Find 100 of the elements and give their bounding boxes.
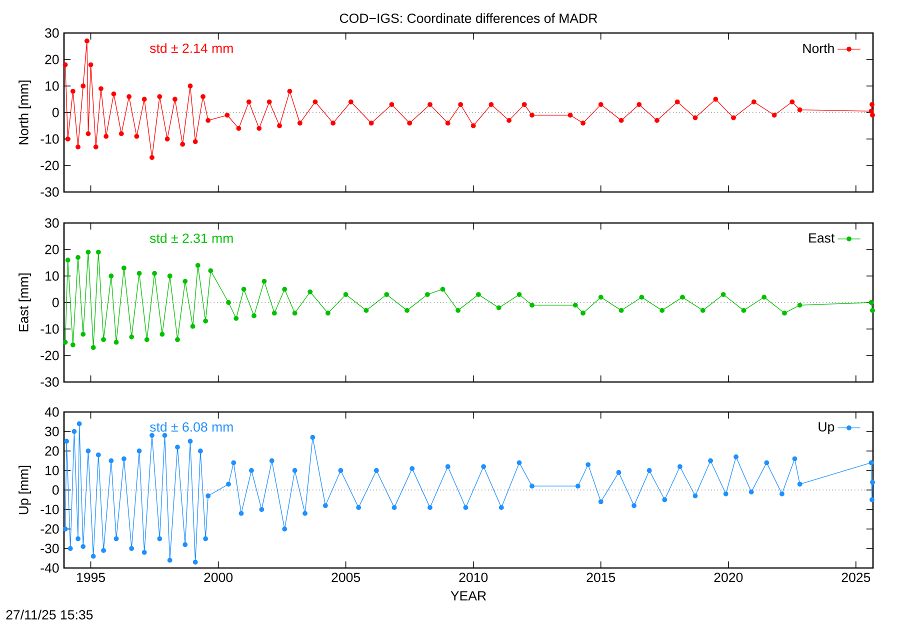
point — [530, 302, 534, 308]
point — [182, 278, 188, 284]
point — [129, 334, 134, 340]
x-tick-label: 2010 — [459, 572, 488, 582]
point — [190, 324, 196, 329]
point — [404, 308, 410, 313]
x-tick-label: 2020 — [714, 572, 743, 582]
y-tick-label: -10 — [40, 504, 59, 514]
x-tick-label: 2025 — [842, 572, 870, 582]
x-tick-label: 2005 — [332, 572, 360, 582]
point — [424, 292, 430, 298]
point — [572, 302, 578, 308]
annotation: std ± 6.08 mm — [150, 422, 233, 432]
point — [660, 308, 665, 313]
point — [144, 337, 150, 342]
point — [226, 300, 231, 305]
point — [262, 278, 267, 284]
point — [456, 308, 461, 313]
point — [121, 266, 126, 271]
point — [65, 258, 70, 263]
point — [476, 292, 481, 298]
legend-label: North — [803, 43, 834, 54]
text: 27/11/25 15:35 — [6, 610, 93, 620]
point — [440, 286, 446, 292]
y-tick-label: -40 — [40, 563, 59, 573]
y-tick-label: -20 — [40, 350, 59, 360]
y-tick-label: -20 — [40, 524, 59, 534]
y-tick-label: 20 — [45, 244, 59, 254]
point — [762, 294, 767, 300]
y-tick-label: 20 — [45, 54, 59, 64]
y-tick-label: 20 — [45, 446, 59, 456]
point — [272, 310, 277, 316]
annotation: std ± 2.31 mm — [150, 233, 233, 243]
y-tick-label: 0 — [52, 298, 59, 308]
y-tick-label: -10 — [40, 134, 59, 144]
point — [680, 294, 685, 300]
y-tick-label: 40 — [44, 407, 59, 417]
annotation: std ± 2.14 mm — [150, 43, 233, 53]
y-tick-label: 10 — [46, 466, 59, 476]
legend-label: East — [809, 233, 835, 243]
point — [868, 300, 874, 305]
point — [384, 292, 390, 298]
legend-label: Up — [818, 422, 834, 434]
x-tick-label: 2015 — [586, 572, 616, 582]
point — [114, 340, 119, 345]
point — [308, 289, 313, 294]
point — [76, 254, 80, 260]
y-tick-label: 10 — [46, 271, 59, 281]
point — [101, 337, 106, 342]
y-tick-label: -20 — [40, 160, 59, 170]
y-axis-title: Up [mm] — [18, 466, 31, 514]
point — [203, 318, 208, 324]
point — [195, 262, 200, 268]
point — [282, 286, 288, 292]
point — [870, 308, 875, 313]
x-tick-label: 2000 — [204, 572, 233, 582]
point — [496, 305, 502, 310]
point — [208, 268, 214, 274]
point — [90, 345, 96, 350]
y-axis-title: North [mm] — [18, 80, 31, 144]
point — [152, 270, 157, 276]
chart-title: COD−IGS: Coordinate differences of MADR — [340, 13, 598, 23]
point — [343, 292, 348, 298]
point — [108, 274, 114, 278]
y-tick-label: 30 — [45, 28, 59, 38]
point — [252, 313, 256, 318]
y-axis-title: East [mm] — [18, 274, 31, 332]
point — [580, 310, 586, 316]
point — [136, 270, 142, 276]
point — [292, 310, 298, 316]
point — [516, 292, 522, 298]
y-tick-label: 0 — [52, 108, 59, 118]
point — [720, 292, 726, 298]
y-tick-label: 10 — [46, 81, 59, 91]
x-axis-title: YEAR — [450, 591, 486, 600]
point — [326, 310, 330, 316]
x-tick-label: 1995 — [77, 572, 105, 582]
point — [639, 294, 644, 300]
point — [364, 308, 369, 313]
y-tick-label: 30 — [45, 218, 59, 228]
point — [167, 274, 172, 278]
point — [62, 340, 68, 345]
y-tick-label: -30 — [40, 377, 59, 387]
y-tick-label: 0 — [52, 485, 59, 495]
y-tick-label: -30 — [40, 187, 59, 197]
point — [700, 308, 706, 313]
y-tick-label: -30 — [40, 544, 59, 554]
point — [741, 308, 746, 313]
point — [234, 316, 239, 321]
point — [618, 308, 624, 313]
point — [80, 332, 86, 337]
point — [598, 294, 604, 300]
point — [175, 337, 180, 342]
y-tick-label: -10 — [40, 324, 59, 334]
y-tick-label: 30 — [45, 426, 59, 436]
point — [797, 302, 802, 308]
point — [782, 310, 787, 316]
point — [70, 342, 76, 348]
point — [86, 250, 91, 255]
point — [241, 286, 246, 292]
